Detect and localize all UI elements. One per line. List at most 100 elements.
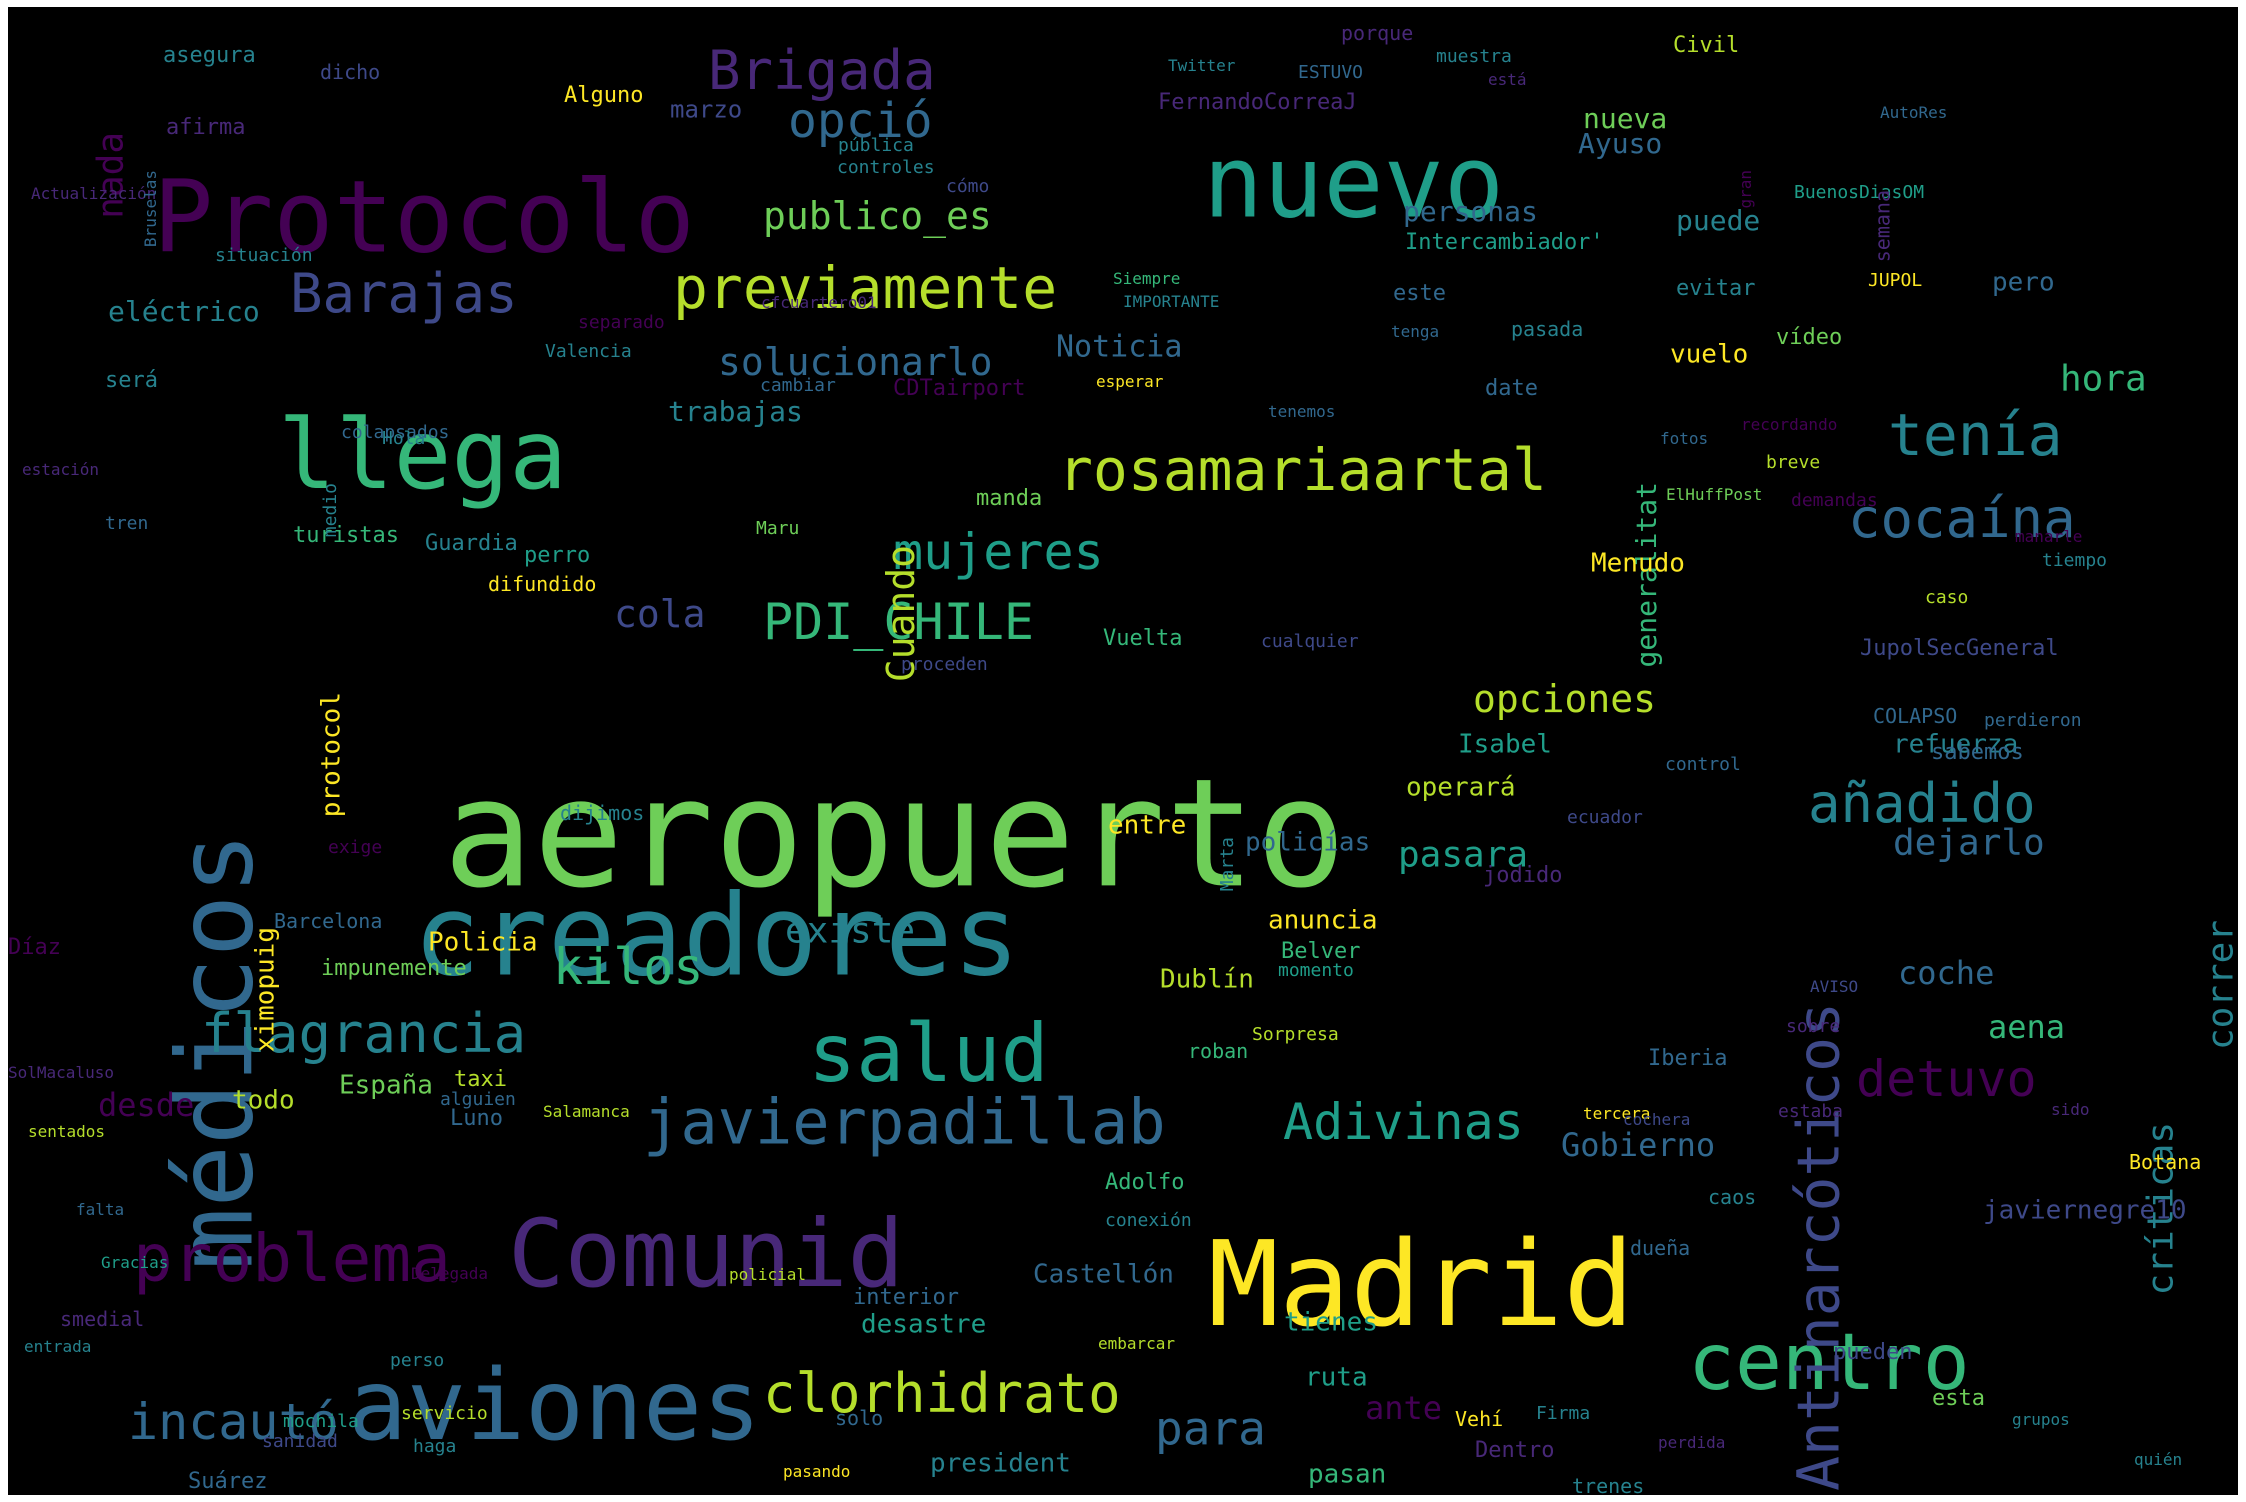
word-manda: manda (976, 486, 1042, 511)
word-guardia: Guardia (425, 531, 518, 556)
word-flagrancia: flagrancia (201, 1002, 526, 1065)
word-vehi: Vehí (1455, 1407, 1503, 1431)
word-civil: Civil (1673, 33, 1739, 58)
word-dijimos: dijimos (560, 801, 644, 825)
word-separado: separado (578, 312, 665, 333)
word-espana: España (339, 1070, 433, 1100)
word-jodido: jodido (1483, 863, 1562, 888)
word-medicos: médicos (154, 832, 276, 1270)
word-publico-es: publico_es (763, 194, 992, 239)
word-pueden: pueden (1833, 1340, 1912, 1365)
word-estacion: estación (22, 460, 99, 479)
word-javierpadillab: javierpadillab (643, 1085, 1166, 1158)
word-marzo: marzo (670, 96, 742, 124)
word-perdieron: perdieron (1984, 710, 2082, 731)
word-tenemos: tenemos (1268, 402, 1335, 421)
word-dicho: dicho (320, 60, 380, 84)
word-diaz: Díaz (8, 935, 61, 960)
word-smedial: smedial (60, 1307, 144, 1331)
word-breve: breve (1766, 452, 1820, 473)
word-ecuador: ecuador (1567, 807, 1643, 828)
word-opciones: opciones (1473, 677, 1656, 721)
word-sanidad: sanidad (262, 1431, 338, 1452)
word-anuncia: anuncia (1268, 905, 1378, 935)
word-cocaina: cocaína (1848, 487, 2076, 550)
word-menudo: Menudo (1591, 548, 1685, 578)
word-criticas: críticas (2141, 1122, 2182, 1295)
word-servicio: servicio (401, 1403, 488, 1424)
word-bruselas: Bruselas (141, 170, 160, 247)
word-protocol: protocol (316, 692, 346, 817)
word-kilos: kilos (553, 938, 704, 996)
word-recordando: recordando (1741, 415, 1837, 434)
word-cfcuartero01: cfcuartero01 (761, 293, 877, 312)
word-pero: pero (1992, 267, 2055, 297)
word-electrico: eléctrico (108, 295, 260, 328)
word-firma: Firma (1536, 1403, 1590, 1424)
word-fernandocorreaj: FernandoCorreaJ (1158, 90, 1357, 115)
word-exige: exige (328, 837, 382, 858)
word-entre: entre (1108, 810, 1186, 840)
word-siempre: Siempre (1113, 269, 1180, 288)
word-cdtairport: CDTairport (893, 376, 1025, 401)
word-isabel: Isabel (1458, 729, 1552, 759)
word-hora: hora (2060, 359, 2147, 400)
word-tenga: tenga (1391, 322, 1439, 341)
word-caos: caos (1708, 1185, 1756, 1209)
word-perso: perso (390, 1350, 444, 1371)
word-ximopuig: ximopuig (250, 927, 280, 1052)
word-cochera: cochera (1623, 1110, 1690, 1129)
word-cloud: aeropuerto Madrid creadores médicos nuevo Pro… (8, 7, 2238, 1495)
word-conexion: conexión (1105, 1210, 1192, 1231)
word-llega: llega (278, 399, 567, 511)
word-policial: policial (729, 1265, 806, 1284)
word-sorpresa: Sorpresa (1252, 1024, 1339, 1045)
word-opcio: opció (788, 93, 933, 149)
word-gran: gran (1736, 170, 1755, 209)
word-tren: tren (105, 513, 148, 534)
word-clorhidrato: clorhidrato (763, 1362, 1121, 1425)
word-operara: operará (1406, 772, 1516, 802)
word-evitar: evitar (1676, 276, 1755, 301)
word-sentados: sentados (28, 1122, 105, 1141)
word-cuando: Cuando (879, 545, 923, 682)
word-nueva: nueva (1583, 102, 1667, 135)
word-dublin: Dublín (1160, 964, 1254, 994)
word-tienes: tienes (1284, 1307, 1378, 1337)
word-adivinas: Adivinas (1283, 1093, 1524, 1151)
word-perro: perro (524, 543, 590, 568)
word-intercambiador: Intercambiador' (1405, 230, 1604, 255)
word-marta: Marta (1217, 837, 1238, 891)
word-puede: puede (1676, 204, 1760, 237)
word-pdi-chile: PDI_CHILE (763, 593, 1034, 651)
word-colapsados: colapsados (341, 422, 449, 443)
word-valencia: Valencia (545, 341, 632, 362)
word-adolfo: Adolfo (1105, 1170, 1184, 1195)
word-trenes: trenes (1572, 1474, 1644, 1495)
word-tenia: tenía (1888, 401, 2063, 469)
word-sido: sido (2051, 1100, 2090, 1119)
word-estaba: estaba (1778, 1101, 1843, 1122)
word-publica: pública (838, 135, 914, 156)
word-sabemos: sabemos (1931, 740, 2024, 765)
word-situacion: situación (215, 245, 313, 266)
word-pasando: pasando (783, 1462, 850, 1481)
word-salud: salud (808, 1007, 1049, 1100)
word-president: president (930, 1448, 1071, 1478)
word-botana: Botana (2129, 1150, 2201, 1174)
word-todo: todo (232, 1085, 295, 1115)
word-semana: semana (1870, 190, 1894, 262)
word-cola: cola (614, 592, 706, 636)
word-este: este (1393, 281, 1446, 306)
word-previamente: previamente (673, 254, 1057, 322)
word-importante: IMPORTANTE (1123, 292, 1219, 311)
word-momento: momento (1278, 960, 1354, 981)
word-rosamariaartal: rosamariaartal (1058, 436, 1547, 504)
word-estuvo: ESTUVO (1298, 62, 1363, 83)
word-solo: solo (835, 1406, 883, 1430)
word-generalitat: generalitat (1630, 482, 1663, 667)
word-centro: centro (1688, 1318, 1970, 1408)
word-alguien: alguien (440, 1089, 516, 1110)
word-delegada: Delegada (411, 1264, 488, 1283)
word-desde: desde (98, 1086, 194, 1124)
